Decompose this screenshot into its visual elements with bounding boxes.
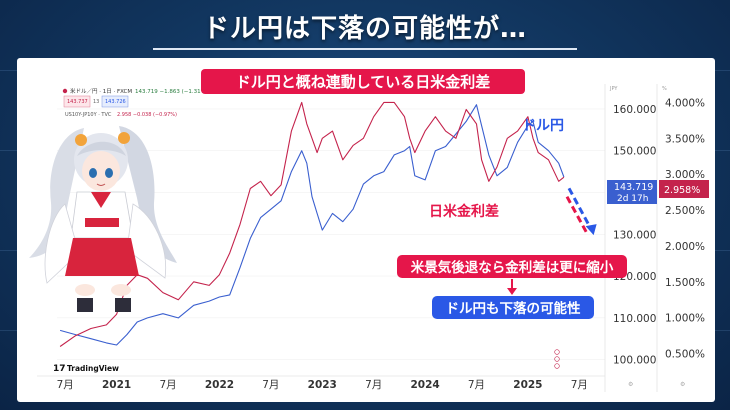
forecast-arrow-head-icon <box>585 224 597 236</box>
y-left-tick-label: 150.000 <box>613 146 656 158</box>
callout-red: 米景気後退なら金利差は更に縮小 <box>397 255 627 278</box>
axis-header-jpy: JPY <box>609 86 618 92</box>
price-badge: 143.719 2d 17h <box>607 180 657 204</box>
legend-bid-box[interactable] <box>63 95 91 108</box>
event-marker-icon[interactable] <box>554 363 560 369</box>
character-eye-left <box>89 168 97 178</box>
chart-panel: 160.000150.000140.000130.000120.000110.0… <box>17 58 715 402</box>
price-badge-bg <box>607 180 657 204</box>
x-tick-label: 2025 <box>513 379 542 391</box>
event-markers[interactable] <box>554 349 560 369</box>
y-right-tick-label: 1.000% <box>665 313 705 325</box>
character-hakama <box>65 238 139 276</box>
legend-line1-values: 143.719 −1.863 (−1.31%) <box>135 89 208 95</box>
y-left-tick-label: 160.000 <box>613 104 656 116</box>
character-illustration <box>29 126 177 312</box>
banner-top-bg <box>201 69 525 94</box>
headline-underline <box>153 48 577 50</box>
price-badge-value: 143.719 <box>614 182 653 193</box>
banner-top-text: ドル円と概ね連動している日米金利差 <box>236 73 491 91</box>
chart-svg: 160.000150.000140.000130.000120.000110.0… <box>29 69 709 392</box>
character-boot-left <box>77 298 93 312</box>
tradingview-mark-icon: 17 <box>53 364 66 374</box>
x-tick-label: 2024 <box>410 379 439 391</box>
character-obi <box>85 218 119 227</box>
character-ornament-left <box>75 134 87 146</box>
character-mouth <box>96 183 106 186</box>
legend-line1: 米ドル／円 · 1日 · FXCM <box>70 87 132 95</box>
character-knee-right <box>111 284 131 296</box>
label-usdjpy: ドル円 <box>522 118 564 134</box>
y-right-tick-label: 1.500% <box>665 277 705 289</box>
x-tick-label: 2022 <box>205 379 234 391</box>
spread-badge-bg <box>659 180 709 198</box>
event-marker-icon[interactable] <box>554 356 560 362</box>
tradingview-logo: 17 TradingView <box>53 364 119 374</box>
callout-arrow-head-icon <box>507 288 517 295</box>
legend-dot-icon <box>62 88 68 94</box>
banner-top: ドル円と概ね連動している日米金利差 <box>201 69 525 94</box>
settings-icon[interactable]: ⚙ <box>680 381 685 388</box>
legend-line2-values: 2.958 −0.038 (−0.97%) <box>117 112 177 118</box>
character-eye-right <box>105 168 113 178</box>
x-tick-label: 7月 <box>571 379 588 391</box>
legend-ask: 143.726 <box>105 99 126 105</box>
x-tick-label: 7月 <box>262 379 279 391</box>
legend-line2: US10Y-JP10Y · TVC <box>65 112 112 118</box>
chart-series <box>59 101 597 347</box>
character-boot-right <box>115 298 131 312</box>
headline: ドル円は下落の可能性が… <box>202 14 527 44</box>
character-bangs <box>77 141 126 156</box>
y-right-tick-label: 4.000% <box>665 97 705 109</box>
chart-legend: 米ドル／円 · 1日 · FXCM 143.719 −1.863 (−1.31%… <box>62 87 208 118</box>
y-right-tick-label: 2.000% <box>665 241 705 253</box>
callout-arrow <box>507 279 517 295</box>
event-marker-icon[interactable] <box>554 349 560 355</box>
label-spread: 日米金利差 <box>429 203 499 220</box>
y-left-tick-label: 130.000 <box>613 229 656 241</box>
settings-icon[interactable]: ⚙ <box>628 381 633 388</box>
y-right-tick-label: 2.500% <box>665 205 705 217</box>
legend-bid: 143.737 <box>67 99 88 105</box>
character-hair-left <box>29 128 84 258</box>
character-sleeve-left <box>44 203 80 284</box>
y-right-tick-label: 3.500% <box>665 133 705 145</box>
x-tick-label: 2023 <box>308 379 337 391</box>
character-collar <box>91 192 111 208</box>
spread-badge: 2.958% <box>659 180 709 198</box>
callout-blue-text: ドル円も下落の可能性 <box>446 300 581 317</box>
x-tick-label: 7月 <box>468 379 485 391</box>
series-line-usdjpy <box>567 187 593 231</box>
series-line-usdjpy <box>59 104 565 346</box>
character-sleeve-right <box>126 203 167 279</box>
x-tick-label: 7月 <box>159 379 176 391</box>
character-knee-left <box>75 284 95 296</box>
callout-red-text: 米景気後退なら金利差は更に縮小 <box>411 259 614 276</box>
y-left-tick-label: 100.000 <box>613 355 656 367</box>
y-left-tick-label: 110.000 <box>613 313 656 325</box>
callout-blue: ドル円も下落の可能性 <box>432 296 594 319</box>
x-tick-label: 2021 <box>102 379 131 391</box>
callout-blue-bg <box>432 296 594 319</box>
x-tick-label: 7月 <box>365 379 382 391</box>
axis-header-pct: % <box>662 86 667 92</box>
character-hair-right <box>119 126 177 263</box>
legend-mid: 13 <box>93 99 99 105</box>
callout-red-bg <box>397 255 627 278</box>
price-badge-sub: 2d 17h <box>617 194 648 204</box>
legend-ask-box[interactable] <box>101 95 129 108</box>
series-line-spread <box>59 101 565 347</box>
y-right-tick-label: 0.500% <box>665 349 705 361</box>
series-line-usdjpy <box>565 195 589 236</box>
tradingview-text: TradingView <box>67 364 119 373</box>
character-face <box>82 151 120 191</box>
y-right-tick-label: 3.000% <box>665 169 705 181</box>
x-tick-label: 7月 <box>57 379 74 391</box>
spread-badge-value: 2.958% <box>664 185 700 196</box>
character-ornament-right <box>118 132 130 144</box>
